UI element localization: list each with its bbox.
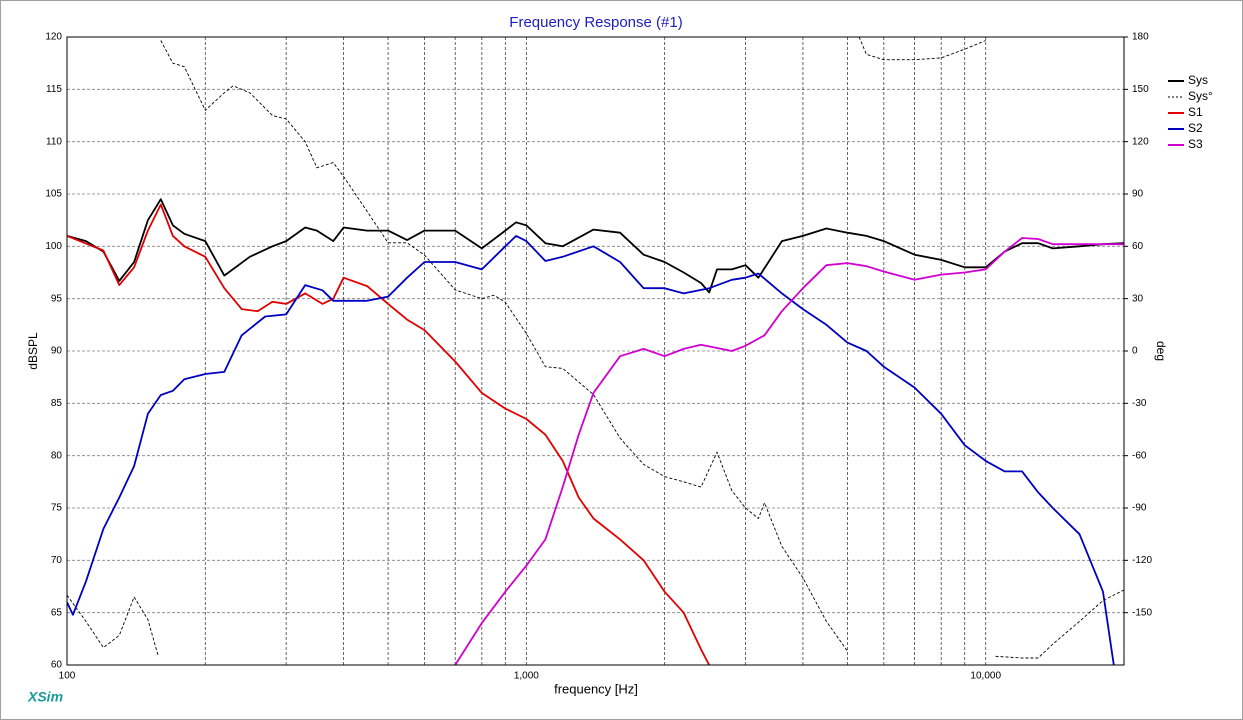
y-tick-label: 90 [51, 346, 63, 357]
y2-tick-label: 0 [1132, 346, 1138, 357]
y-tick-label: 105 [45, 189, 62, 200]
plot-frame [66, 36, 1125, 666]
y-tick-label: 75 [51, 503, 63, 514]
y2-tick-label: 60 [1132, 241, 1144, 252]
series-line [67, 37, 1124, 659]
legend-label: S2 [1188, 121, 1203, 135]
y-tick-label: 60 [51, 660, 63, 671]
y-axis-label: dBSPL [26, 332, 40, 370]
x-tick-label: 100 [59, 671, 76, 682]
y2-tick-label: -60 [1132, 450, 1147, 461]
legend-label: Sys [1188, 73, 1208, 87]
y2-tick-label: 30 [1132, 293, 1144, 304]
plot-area [67, 37, 1124, 665]
y-tick-label: 65 [51, 607, 63, 618]
y-tick-label: 70 [51, 555, 63, 566]
y2-tick-label: -90 [1132, 503, 1147, 514]
y2-axis-label: deg [1154, 341, 1168, 361]
y-tick-label: 120 [45, 32, 62, 43]
chart-title: Frequency Response (#1) [509, 14, 682, 31]
y-tick-label: 115 [46, 84, 62, 95]
y2-tick-label: -30 [1132, 398, 1147, 409]
y2-tick-label: -150 [1132, 607, 1152, 618]
y-tick-label: 95 [51, 293, 63, 304]
series-line [454, 237, 1124, 665]
legend-label: S1 [1188, 105, 1203, 119]
y2-tick-label: 90 [1132, 189, 1144, 200]
y2-tick-label: -120 [1132, 555, 1152, 566]
y2-tick-label: 150 [1132, 84, 1149, 95]
x-tick-label: 10,000 [970, 671, 1001, 682]
y-tick-label: 80 [51, 450, 63, 461]
legend-label: Sys° [1188, 89, 1213, 103]
x-tick-label: 1,000 [514, 671, 539, 682]
legend-label: S3 [1188, 137, 1203, 151]
watermark: XSim [27, 689, 63, 705]
series-line [67, 198, 1124, 294]
y-tick-label: 85 [51, 398, 63, 409]
x-axis-label: frequency [Hz] [554, 681, 638, 696]
series-line [67, 203, 710, 665]
series-line [67, 235, 1115, 665]
y2-tick-label: 120 [1132, 136, 1149, 147]
y2-tick-label: 180 [1132, 32, 1149, 43]
y-tick-label: 110 [46, 136, 62, 147]
y-tick-label: 100 [45, 241, 62, 252]
